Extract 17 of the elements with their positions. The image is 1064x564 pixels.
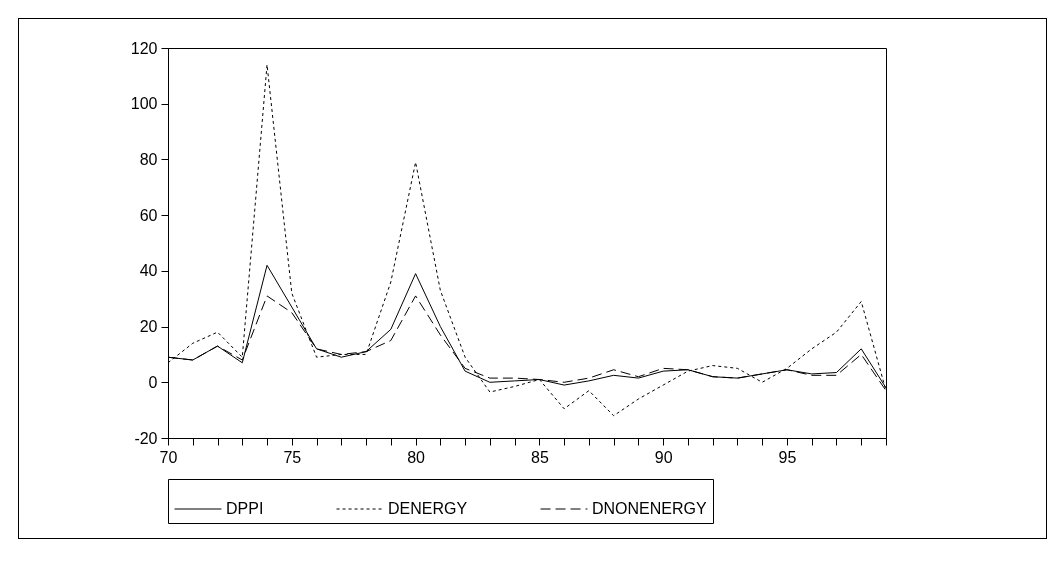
x-tick-label: 75: [283, 448, 302, 466]
legend-label: DPPI: [226, 500, 264, 517]
y-tick-label: 20: [139, 318, 158, 336]
y-tick-label: 60: [139, 206, 158, 224]
y-tick-label: 40: [139, 262, 158, 280]
y-tick-label: 0: [148, 373, 158, 391]
y-tick-label: -20: [134, 429, 158, 447]
x-tick-label: 95: [778, 448, 797, 466]
x-tick-label: 90: [654, 448, 673, 466]
x-tick-label: 85: [530, 448, 549, 466]
legend-label: DNONENERGY: [592, 500, 708, 517]
y-tick-label: 100: [130, 95, 158, 113]
y-tick-label: 120: [130, 39, 158, 57]
y-tick-label: 80: [139, 150, 158, 168]
x-tick-label: 70: [159, 448, 178, 466]
legend-label: DENERGY: [388, 500, 468, 517]
x-tick-label: 80: [407, 448, 426, 466]
